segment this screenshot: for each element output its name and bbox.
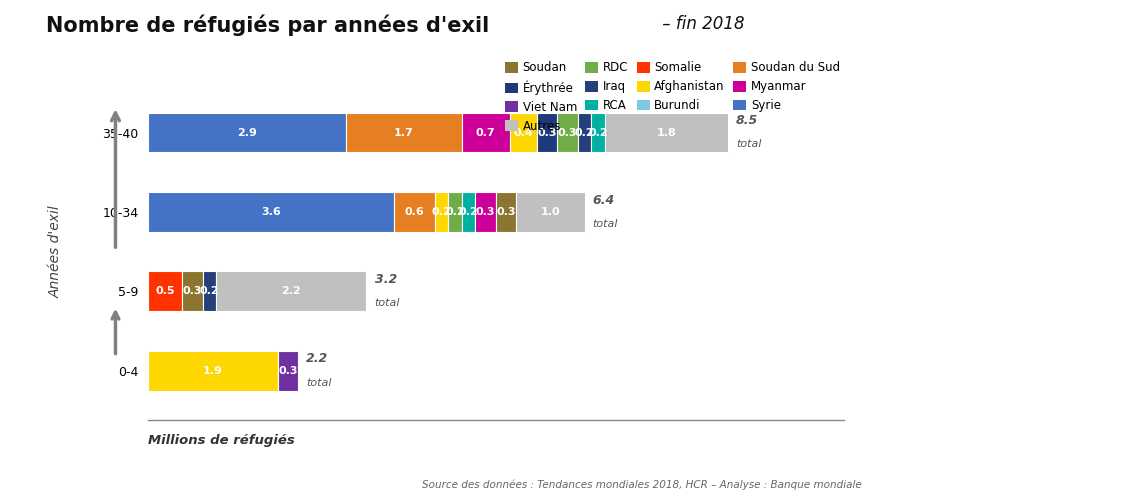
Text: 0.3: 0.3 bbox=[537, 128, 556, 138]
Bar bbox=[557, 112, 578, 152]
Text: 2.9: 2.9 bbox=[237, 128, 256, 138]
Text: total: total bbox=[736, 140, 762, 149]
Text: Millions de réfugiés: Millions de réfugiés bbox=[148, 434, 295, 448]
Text: – fin 2018: – fin 2018 bbox=[657, 15, 744, 33]
Text: 0.2: 0.2 bbox=[200, 286, 219, 296]
Bar bbox=[537, 112, 557, 152]
Text: total: total bbox=[375, 298, 400, 308]
Bar bbox=[217, 272, 366, 311]
Text: 0.3: 0.3 bbox=[475, 207, 496, 217]
Bar bbox=[148, 112, 345, 152]
Text: 3.6: 3.6 bbox=[261, 207, 280, 217]
Bar bbox=[462, 112, 510, 152]
Bar bbox=[496, 192, 516, 232]
Text: 0.5: 0.5 bbox=[155, 286, 176, 296]
Bar bbox=[510, 112, 537, 152]
Text: 0.4: 0.4 bbox=[513, 128, 534, 138]
Text: 1.0: 1.0 bbox=[540, 207, 560, 217]
Text: 0.3: 0.3 bbox=[182, 286, 202, 296]
Bar bbox=[203, 272, 217, 311]
Bar bbox=[345, 112, 462, 152]
Text: 1.7: 1.7 bbox=[394, 128, 414, 138]
Text: Nombre de réfugiés par années d'exil: Nombre de réfugiés par années d'exil bbox=[46, 15, 489, 36]
Bar bbox=[148, 351, 278, 391]
Text: 0.3: 0.3 bbox=[557, 128, 577, 138]
Text: Années d'exil: Années d'exil bbox=[49, 206, 63, 298]
Text: 0.2: 0.2 bbox=[432, 207, 451, 217]
Text: 0.2: 0.2 bbox=[458, 207, 479, 217]
Bar bbox=[578, 112, 592, 152]
Text: total: total bbox=[593, 219, 618, 229]
Bar bbox=[592, 112, 605, 152]
Text: 0.2: 0.2 bbox=[575, 128, 594, 138]
Text: Source des données : Tendances mondiales 2018, HCR – Analyse : Banque mondiale: Source des données : Tendances mondiales… bbox=[422, 480, 862, 490]
Bar bbox=[605, 112, 727, 152]
Bar bbox=[393, 192, 434, 232]
Legend: Soudan, Érythrée, Viet Nam, Autres, RDC, Iraq, RCA, Somalie, Afghanistan, Burund: Soudan, Érythrée, Viet Nam, Autres, RDC,… bbox=[500, 56, 845, 138]
Text: 3.2: 3.2 bbox=[375, 273, 397, 286]
Text: 6.4: 6.4 bbox=[593, 194, 614, 206]
Text: 8.5: 8.5 bbox=[736, 114, 758, 127]
Text: 0.3: 0.3 bbox=[496, 207, 516, 217]
Text: total: total bbox=[307, 378, 332, 388]
Text: 0.3: 0.3 bbox=[278, 366, 298, 376]
Bar bbox=[182, 272, 203, 311]
Bar bbox=[148, 192, 393, 232]
Text: 1.9: 1.9 bbox=[203, 366, 223, 376]
Text: 0.6: 0.6 bbox=[405, 207, 424, 217]
Text: 2.2: 2.2 bbox=[307, 352, 328, 366]
Bar bbox=[462, 192, 475, 232]
Bar bbox=[278, 351, 299, 391]
Text: 0.7: 0.7 bbox=[475, 128, 496, 138]
Text: 1.8: 1.8 bbox=[657, 128, 676, 138]
Bar bbox=[448, 192, 462, 232]
Bar bbox=[516, 192, 585, 232]
Bar bbox=[475, 192, 496, 232]
Bar bbox=[148, 272, 182, 311]
Text: 0.2: 0.2 bbox=[588, 128, 608, 138]
Text: 2.2: 2.2 bbox=[282, 286, 301, 296]
Bar bbox=[434, 192, 448, 232]
Text: 0.2: 0.2 bbox=[446, 207, 465, 217]
